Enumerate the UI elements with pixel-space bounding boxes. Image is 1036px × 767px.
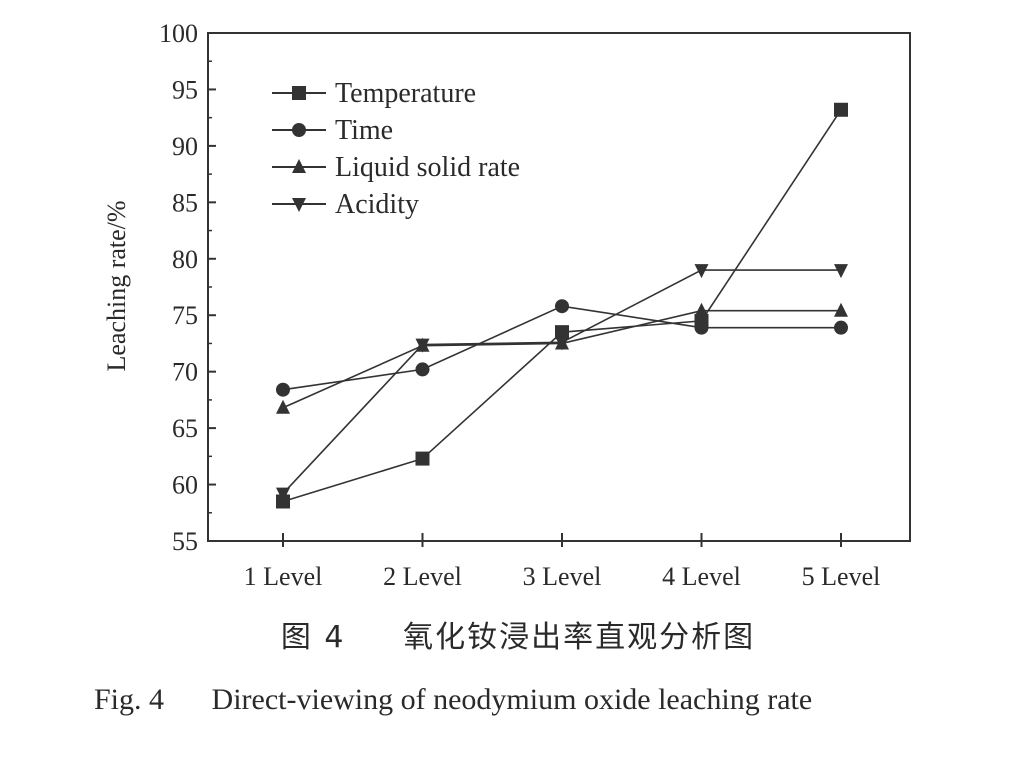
series-liquid-solid-rate [276, 302, 848, 414]
caption-cn-text: 氧化钕浸出率直观分析图 [403, 620, 756, 655]
data-point-time [276, 382, 290, 397]
y-axis-label: Leaching rate/% [102, 200, 131, 371]
legend: Temperature Time Liquid solid rate Acidity [272, 78, 520, 220]
legend-marker-temperature [292, 86, 306, 100]
plot-frame [207, 32, 911, 542]
legend-label-time: Time [335, 115, 393, 146]
x-tick-label: 3 Level [523, 562, 602, 591]
y-tick-label: 55 [172, 527, 198, 556]
data-point-liquid-solid-rate [276, 399, 290, 414]
data-point-acidity [555, 336, 569, 351]
data-point-time [694, 320, 709, 335]
legend-item-acidity: Acidity [272, 189, 419, 220]
data-point-acidity [276, 487, 290, 502]
data-point-temperature [834, 102, 848, 117]
data-point-acidity [834, 264, 848, 279]
legend-marker-acidity [292, 198, 306, 212]
data-point-acidity [415, 338, 430, 353]
y-axis: 55 60 65 70 75 80 85 90 95 100 [159, 19, 216, 556]
caption-cn-label: 图 4 [280, 620, 346, 655]
data-point-temperature [555, 325, 569, 340]
data-point-time [415, 362, 430, 377]
x-tick-label: 4 Level [662, 562, 741, 591]
series-time [276, 299, 848, 397]
data-point-time [834, 320, 848, 335]
x-tick-label: 1 Level [244, 562, 323, 591]
data-point-liquid-solid-rate [834, 302, 848, 317]
line-chart: 55 60 65 70 75 80 85 90 95 100 1 Level 2 Level 3 Le… [102, 19, 911, 591]
legend-label-temperature: Temperature [335, 78, 476, 109]
caption-en-text: Direct-viewing of neodymium oxide leachi… [211, 683, 813, 716]
caption-en-label: Fig. 4 [94, 683, 165, 716]
x-tick-label: 5 Level [802, 562, 881, 591]
legend-label-acidity: Acidity [335, 189, 419, 220]
legend-label-liquid-solid-rate: Liquid solid rate [335, 152, 520, 183]
series-temperature [276, 102, 848, 509]
x-tick-label: 2 Level [383, 562, 462, 591]
x-axis: 1 Level 2 Level 3 Level 4 Level 5 Level [244, 533, 881, 591]
figure-caption-chinese: 图 4 氧化钕浸出率直观分析图 [0, 612, 1036, 656]
legend-item-temperature: Temperature [272, 78, 476, 109]
y-tick-label: 95 [172, 75, 198, 104]
data-point-time [555, 299, 569, 314]
data-point-temperature [415, 451, 430, 466]
legend-marker-liquid-solid-rate [292, 159, 306, 173]
y-tick-label: 90 [172, 132, 198, 161]
y-tick-label: 100 [159, 19, 198, 48]
y-tick-label: 60 [172, 471, 198, 500]
legend-item-time: Time [272, 115, 393, 146]
y-tick-label: 85 [172, 188, 198, 217]
data-point-liquid-solid-rate [694, 302, 709, 317]
y-tick-label: 65 [172, 414, 198, 443]
y-tick-label: 80 [172, 245, 198, 274]
series-lines [276, 102, 848, 509]
legend-item-liquid-solid-rate: Liquid solid rate [272, 152, 520, 183]
series-acidity [276, 264, 848, 502]
figure-caption-english: Fig. 4 Direct-viewing of neodymium oxide… [94, 683, 812, 717]
y-tick-label: 75 [172, 301, 198, 330]
plot-border [207, 32, 911, 542]
legend-marker-time [292, 123, 306, 137]
y-tick-label: 70 [172, 358, 198, 387]
data-point-acidity [694, 264, 709, 279]
